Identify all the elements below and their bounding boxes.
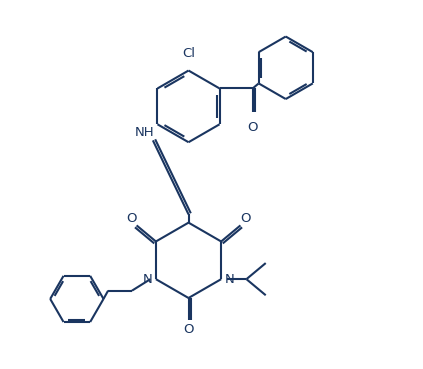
Text: O: O (183, 323, 194, 336)
Text: O: O (127, 213, 137, 225)
Text: N: N (143, 273, 153, 286)
Text: O: O (247, 121, 258, 134)
Text: Cl: Cl (182, 48, 195, 61)
Text: N: N (225, 273, 234, 286)
Text: NH: NH (135, 126, 154, 139)
Text: O: O (240, 213, 250, 225)
